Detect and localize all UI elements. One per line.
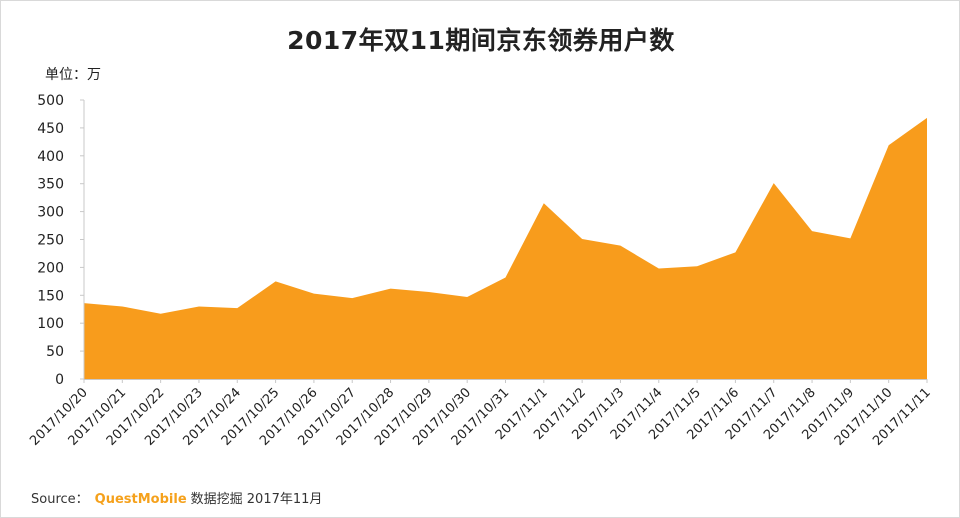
- source-line: Source： QuestMobile 数据挖掘 2017年11月: [31, 488, 322, 507]
- y-tick-label: 450: [37, 121, 64, 137]
- source-suffix: 数据挖掘 2017年11月: [190, 492, 323, 507]
- source-brand: QuestMobile: [94, 492, 187, 507]
- y-tick-label: 200: [37, 260, 64, 276]
- y-tick-label: 350: [37, 177, 64, 193]
- y-tick-label: 50: [46, 344, 64, 360]
- unit-label: 单位：万: [45, 67, 101, 83]
- y-tick-label: 500: [37, 93, 64, 109]
- y-tick-label: 400: [37, 149, 64, 165]
- area-series: [84, 117, 927, 380]
- y-tick-label: 250: [37, 233, 64, 249]
- source-prefix: Source：: [31, 492, 89, 507]
- chart-title: 2017年双11期间京东领券用户数: [287, 26, 675, 55]
- y-tick-label: 300: [37, 205, 64, 221]
- y-tick-label: 100: [37, 316, 64, 332]
- y-tick-label: 0: [55, 372, 64, 388]
- y-tick-label: 150: [37, 288, 64, 304]
